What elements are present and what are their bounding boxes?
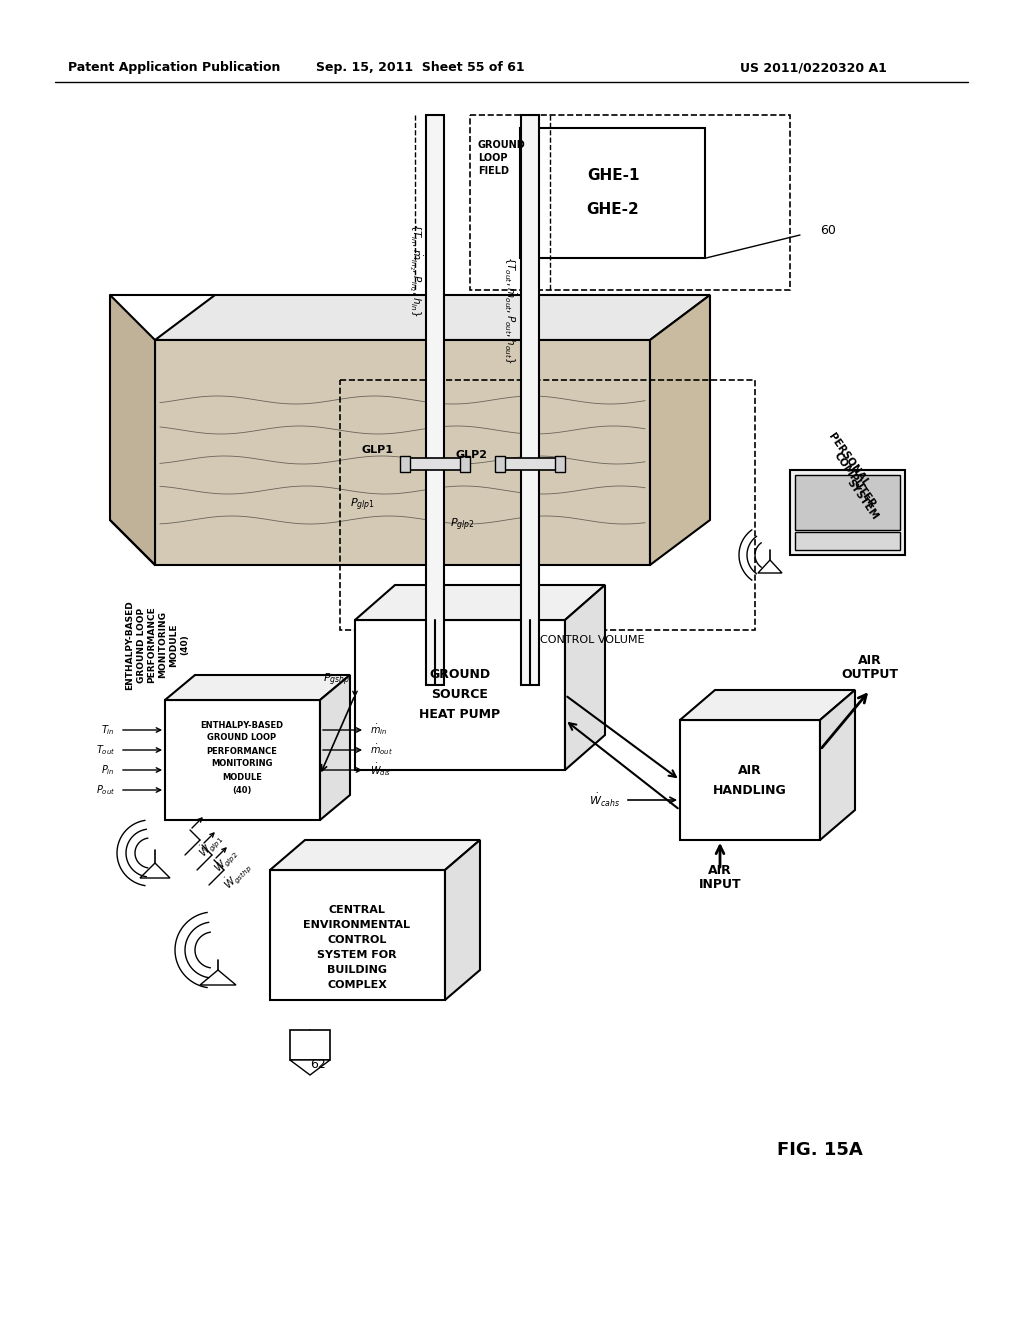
Polygon shape <box>680 690 855 719</box>
Text: $\dot{W}_{glp1}$: $\dot{W}_{glp1}$ <box>195 829 227 861</box>
Bar <box>290 1030 330 1060</box>
Text: US 2011/0220320 A1: US 2011/0220320 A1 <box>740 62 887 74</box>
Text: $\dot{W}_{dis}$: $\dot{W}_{dis}$ <box>370 762 391 779</box>
Text: GROUND: GROUND <box>478 140 525 150</box>
Text: ENVIRONMENTAL: ENVIRONMENTAL <box>303 920 411 931</box>
Text: Patent Application Publication: Patent Application Publication <box>68 62 281 74</box>
Text: SYSTEM: SYSTEM <box>845 478 880 523</box>
Text: FIELD: FIELD <box>478 166 509 176</box>
Polygon shape <box>290 1060 330 1074</box>
Text: $\{T_{out}, \dot{m}_{out}, P_{out}, h_{out}\}$: $\{T_{out}, \dot{m}_{out}, P_{out}, h_{o… <box>503 256 517 364</box>
Text: PERFORMANCE: PERFORMANCE <box>207 747 278 755</box>
Text: BUILDING: BUILDING <box>327 965 387 975</box>
Text: CENTRAL: CENTRAL <box>329 906 385 915</box>
Text: MONITORING: MONITORING <box>211 759 272 768</box>
Text: OUTPUT: OUTPUT <box>842 668 898 681</box>
Text: $P_{glp1}$: $P_{glp1}$ <box>350 496 375 513</box>
Polygon shape <box>200 970 236 985</box>
Text: AIR: AIR <box>709 863 732 876</box>
Text: PERSONAL: PERSONAL <box>826 432 870 488</box>
Text: GHE-2: GHE-2 <box>587 202 639 218</box>
Bar <box>270 870 445 1001</box>
Text: 62: 62 <box>310 1059 326 1072</box>
Text: GROUND LOOP: GROUND LOOP <box>136 607 145 682</box>
Text: $\dot{W}_{glp2}$: $\dot{W}_{glp2}$ <box>210 843 242 876</box>
Text: Sep. 15, 2011  Sheet 55 of 61: Sep. 15, 2011 Sheet 55 of 61 <box>315 62 524 74</box>
Polygon shape <box>758 560 782 573</box>
Bar <box>790 470 905 554</box>
Text: MODULE: MODULE <box>170 623 178 667</box>
Bar <box>521 115 539 685</box>
Polygon shape <box>110 294 155 565</box>
Polygon shape <box>565 585 605 770</box>
Text: FIG. 15A: FIG. 15A <box>777 1140 863 1159</box>
Text: CONTROL VOLUME: CONTROL VOLUME <box>541 635 645 645</box>
Text: HANDLING: HANDLING <box>713 784 786 796</box>
Text: ENTHALPY-BASED: ENTHALPY-BASED <box>201 721 284 730</box>
Text: (40): (40) <box>180 635 189 655</box>
Text: CONTROL: CONTROL <box>328 935 387 945</box>
Text: $\dot{W}_{gsthp}$: $\dot{W}_{gsthp}$ <box>220 857 255 892</box>
Text: LOOP: LOOP <box>478 153 508 162</box>
Text: 60: 60 <box>820 223 836 236</box>
Text: GHE-1: GHE-1 <box>587 168 639 182</box>
Bar <box>503 458 558 470</box>
Polygon shape <box>319 675 350 820</box>
Bar <box>165 700 319 820</box>
Text: MODULE: MODULE <box>222 772 262 781</box>
Text: GROUND: GROUND <box>429 668 490 681</box>
Text: $\dot{W}_{cahs}$: $\dot{W}_{cahs}$ <box>589 792 620 809</box>
Polygon shape <box>155 341 650 565</box>
Bar <box>520 128 705 257</box>
Text: $P_{in}$: $P_{in}$ <box>101 763 115 777</box>
Polygon shape <box>155 294 710 341</box>
Text: GLP1: GLP1 <box>361 445 393 455</box>
Polygon shape <box>270 840 480 870</box>
Text: PERFORMANCE: PERFORMANCE <box>147 607 157 684</box>
Text: $\{T_{in}, \dot{m}_{in_2}, P_{in_2}, h_{in}\}$: $\{T_{in}, \dot{m}_{in_2}, P_{in_2}, h_{… <box>407 223 423 317</box>
Polygon shape <box>140 863 170 878</box>
Bar <box>680 719 820 840</box>
Bar <box>795 475 900 531</box>
Text: $P_{glp2}$: $P_{glp2}$ <box>451 517 475 533</box>
Text: MONITORING: MONITORING <box>159 611 168 678</box>
Text: HEAT PUMP: HEAT PUMP <box>420 709 501 722</box>
Text: $\dot{m}_{out}$: $\dot{m}_{out}$ <box>370 743 393 758</box>
Text: GLP2: GLP2 <box>456 450 488 459</box>
Text: COMPLEX: COMPLEX <box>327 979 387 990</box>
Bar <box>400 455 410 473</box>
Text: ENTHALPY-BASED: ENTHALPY-BASED <box>126 601 134 690</box>
Polygon shape <box>355 585 605 620</box>
Polygon shape <box>445 840 480 1001</box>
Text: (40): (40) <box>232 785 252 795</box>
Text: INPUT: INPUT <box>698 879 741 891</box>
Text: SOURCE: SOURCE <box>431 689 488 701</box>
Bar <box>340 380 755 630</box>
Polygon shape <box>820 690 855 840</box>
Text: $P_{gshp}$: $P_{gshp}$ <box>323 672 350 688</box>
Text: AIR: AIR <box>858 653 882 667</box>
Bar <box>460 455 470 473</box>
Polygon shape <box>165 675 350 700</box>
Text: $P_{out}$: $P_{out}$ <box>96 783 115 797</box>
Text: $T_{out}$: $T_{out}$ <box>95 743 115 756</box>
Bar <box>795 532 900 550</box>
Text: GROUND LOOP: GROUND LOOP <box>208 734 276 742</box>
Bar <box>495 455 505 473</box>
Bar <box>355 620 565 770</box>
Text: AIR: AIR <box>738 763 762 776</box>
Polygon shape <box>650 294 710 565</box>
Bar <box>470 115 790 290</box>
Text: $\dot{m}_{in}$: $\dot{m}_{in}$ <box>370 722 387 738</box>
Text: SYSTEM FOR: SYSTEM FOR <box>317 950 397 960</box>
Text: $T_{in}$: $T_{in}$ <box>101 723 115 737</box>
Bar <box>426 115 444 685</box>
Bar <box>555 455 565 473</box>
Bar <box>408 458 463 470</box>
Text: COMPUTER: COMPUTER <box>833 450 878 510</box>
